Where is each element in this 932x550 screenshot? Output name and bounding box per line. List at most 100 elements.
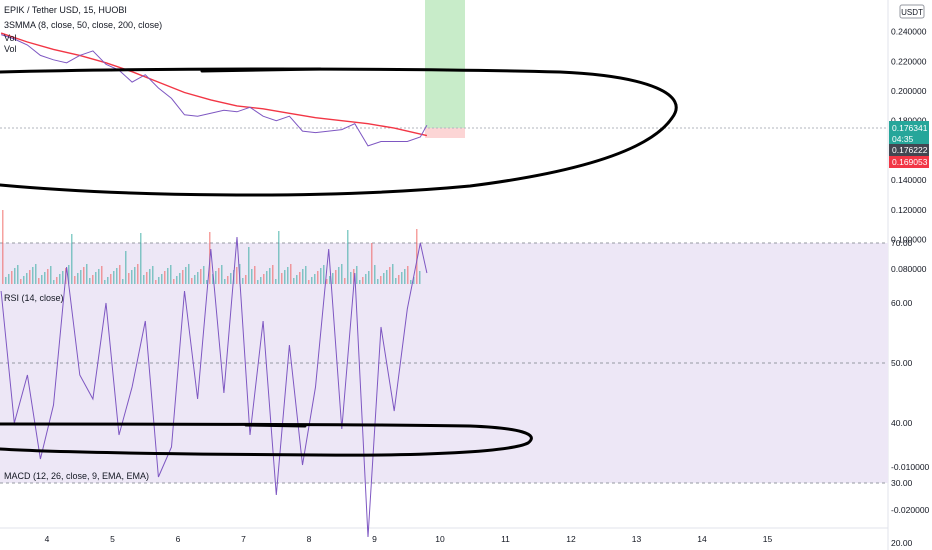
volume-bar — [194, 275, 196, 284]
last-price-tag — [889, 121, 929, 145]
volume-bar — [215, 271, 217, 284]
volume-bar — [332, 273, 334, 284]
volume-bar — [86, 264, 88, 284]
ma-indicator-label[interactable]: 3SMMA (8, close, 50, close, 200, close) — [4, 20, 162, 30]
volume-bar — [212, 274, 214, 284]
volume-bar — [29, 270, 31, 284]
volume-bar — [242, 278, 244, 284]
volume-bar — [161, 274, 163, 284]
volume-bar — [23, 276, 25, 284]
stop-loss-zone[interactable] — [425, 128, 465, 138]
ask-price-text: 0.169053 — [892, 157, 928, 167]
volume-bar — [263, 274, 265, 284]
volume-bar — [377, 279, 379, 284]
volume-bar — [2, 210, 4, 284]
currency-badge-label: USDT — [901, 8, 923, 17]
volume-bar — [254, 266, 256, 284]
volume-bar — [110, 274, 112, 284]
volume-bar — [92, 275, 94, 284]
volume-bar — [275, 279, 277, 284]
volume-bar — [317, 271, 319, 284]
price-tick-label: 0.120000 — [891, 205, 927, 215]
rsi-tick-label: 60.00 — [891, 298, 913, 308]
volume-bar — [71, 234, 73, 284]
volume-bar — [395, 278, 397, 284]
volume-bar — [404, 269, 406, 284]
volume-bar — [188, 264, 190, 284]
volume-bar — [353, 269, 355, 284]
macd-axis-ticks: -0.010000 -0.020000 — [891, 462, 930, 515]
volume-bar — [104, 280, 106, 284]
volume-bar — [251, 269, 253, 284]
price-tick-label: 0.200000 — [891, 86, 927, 96]
volume-bar — [350, 272, 352, 284]
volume-bar — [380, 276, 382, 284]
volume-bar — [221, 265, 223, 284]
volume-bar — [74, 276, 76, 284]
volume-bar — [38, 278, 40, 284]
price-tick-label: 0.220000 — [891, 56, 927, 66]
volume-bar — [152, 266, 154, 284]
volume-bar — [296, 275, 298, 284]
volume-bar — [131, 270, 133, 284]
vol-indicator-label-2[interactable]: Vol — [4, 44, 17, 54]
volume-bar — [140, 233, 142, 284]
volume-bar — [8, 274, 10, 284]
time-tick-label: 13 — [632, 534, 642, 544]
volume-bar — [419, 271, 421, 284]
rsi-tick-label: 70.00 — [891, 238, 913, 248]
volume-bar — [236, 267, 238, 284]
volume-bar — [125, 251, 127, 284]
volume-bar — [56, 277, 58, 284]
currency-badge[interactable] — [899, 4, 925, 19]
macd-tick-label: -0.020000 — [891, 505, 930, 515]
price-tick-label: 0.240000 — [891, 27, 927, 37]
volume-bar — [176, 276, 178, 284]
volume-bar — [149, 269, 151, 284]
volume-bar — [11, 271, 13, 284]
time-tick-label: 14 — [697, 534, 707, 544]
time-tick-label: 10 — [435, 534, 445, 544]
rsi-tick-label: 20.00 — [891, 538, 913, 548]
hand-drawn-annotations[interactable] — [0, 67, 678, 457]
volume-bar — [323, 265, 325, 284]
volume-bar — [119, 265, 121, 284]
volume-bar — [146, 272, 148, 284]
volume-bar — [284, 270, 286, 284]
time-tick-label: 5 — [110, 534, 115, 544]
price-line — [0, 34, 428, 147]
time-tick-label: 8 — [307, 534, 312, 544]
volume-bar — [17, 265, 19, 284]
volume-bar — [41, 275, 43, 284]
time-tick-label: 12 — [566, 534, 576, 544]
underline-stroke[interactable] — [200, 67, 322, 73]
volume-bar — [218, 268, 220, 284]
time-tick-label: 9 — [372, 534, 377, 544]
price-ellipse[interactable] — [0, 67, 678, 197]
volume-bar — [200, 269, 202, 284]
volume-bar — [59, 274, 61, 284]
volume-bar — [224, 279, 226, 284]
rsi-tick-label: 30.00 — [891, 478, 913, 488]
rsi-underline[interactable] — [244, 423, 307, 428]
volume-bar — [320, 268, 322, 284]
time-tick-label: 6 — [176, 534, 181, 544]
rsi-tick-label: 50.00 — [891, 358, 913, 368]
volume-bar — [248, 247, 250, 284]
rsi-tick-label: 40.00 — [891, 418, 913, 428]
volume-bar — [389, 267, 391, 284]
volume-bar — [32, 267, 34, 284]
volume-bar — [89, 278, 91, 284]
volume-bar — [107, 277, 109, 284]
take-profit-zone[interactable] — [425, 0, 465, 128]
countdown-text: 04:35 — [892, 134, 914, 144]
volume-bar — [35, 264, 37, 284]
volume-bar — [302, 269, 304, 284]
rsi-label[interactable]: RSI (14, close) — [4, 293, 64, 303]
price-tick-label: 0.100000 — [891, 235, 927, 245]
vol-indicator-label[interactable]: Vol — [4, 33, 17, 43]
volume-bar — [374, 265, 376, 284]
macd-label[interactable]: MACD (12, 26, close, 9, EMA, EMA) — [4, 471, 149, 481]
volume-bar — [14, 268, 16, 284]
